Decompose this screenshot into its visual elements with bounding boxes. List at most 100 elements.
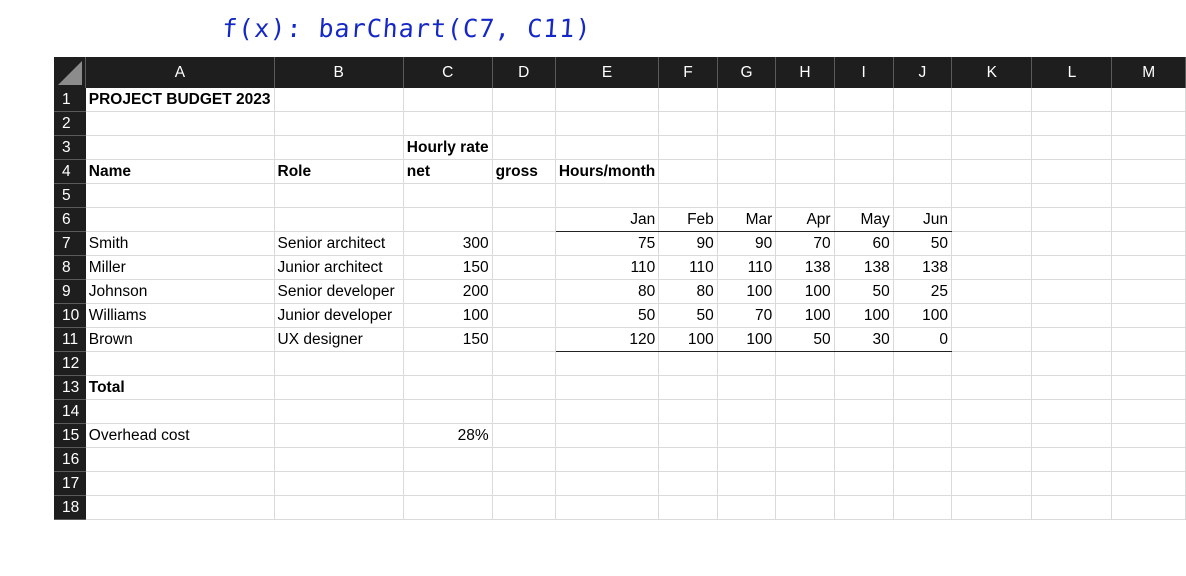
cell-h11[interactable]: 50: [775, 327, 835, 353]
cell-h2[interactable]: [775, 111, 835, 137]
cell-c9[interactable]: 200: [403, 279, 493, 305]
row-header-3[interactable]: 3: [54, 135, 86, 161]
cell-f10[interactable]: 50: [658, 303, 718, 329]
cell-b1[interactable]: [274, 88, 404, 113]
cell-a12[interactable]: [85, 351, 275, 377]
cell-m9[interactable]: [1111, 279, 1186, 305]
cell-b10[interactable]: Junior developer: [274, 303, 404, 329]
column-header-d[interactable]: D: [492, 57, 556, 88]
cell-l3[interactable]: [1031, 135, 1113, 161]
cell-j14[interactable]: [893, 399, 953, 425]
cell-d9[interactable]: [492, 279, 556, 305]
cell-a2[interactable]: [85, 111, 275, 137]
cell-h18[interactable]: [775, 495, 835, 521]
cell-g16[interactable]: [717, 447, 777, 473]
cell-m12[interactable]: [1111, 351, 1186, 377]
cell-g18[interactable]: [717, 495, 777, 521]
cell-i14[interactable]: [834, 399, 894, 425]
cell-j4[interactable]: [893, 159, 953, 185]
row-header-9[interactable]: 9: [54, 279, 86, 305]
cell-j5[interactable]: [893, 183, 953, 209]
cell-b12[interactable]: [274, 351, 404, 377]
cell-j16[interactable]: [893, 447, 953, 473]
cell-l6[interactable]: [1031, 207, 1113, 233]
cell-i5[interactable]: [834, 183, 894, 209]
cell-k13[interactable]: [951, 375, 1033, 401]
cell-f7[interactable]: 90: [658, 231, 718, 257]
cell-b9[interactable]: Senior developer: [274, 279, 404, 305]
cell-j18[interactable]: [893, 495, 953, 521]
cell-c16[interactable]: [403, 447, 493, 473]
cell-e7[interactable]: 75: [555, 231, 660, 257]
cell-a3[interactable]: [85, 135, 275, 161]
cell-d5[interactable]: [492, 183, 556, 209]
cell-i10[interactable]: 100: [834, 303, 894, 329]
cell-j8[interactable]: 138: [893, 255, 953, 281]
cell-k15[interactable]: [951, 423, 1033, 449]
cell-d3[interactable]: [492, 135, 556, 161]
cell-f4[interactable]: [658, 159, 718, 185]
cell-e15[interactable]: [555, 423, 660, 449]
cell-b3[interactable]: [274, 135, 404, 161]
row-header-12[interactable]: 12: [54, 351, 86, 377]
cell-k11[interactable]: [951, 327, 1033, 353]
cell-d2[interactable]: [492, 111, 556, 137]
column-header-h[interactable]: H: [775, 57, 835, 88]
row-header-8[interactable]: 8: [54, 255, 86, 281]
cell-k18[interactable]: [951, 495, 1033, 521]
row-header-17[interactable]: 17: [54, 471, 86, 497]
cell-e4[interactable]: Hours/month: [555, 159, 660, 185]
cell-h8[interactable]: 138: [775, 255, 835, 281]
cell-c13[interactable]: [403, 375, 493, 401]
cell-a8[interactable]: Miller: [85, 255, 275, 281]
cell-m4[interactable]: [1111, 159, 1186, 185]
cell-a16[interactable]: [85, 447, 275, 473]
cell-k6[interactable]: [951, 207, 1033, 233]
column-header-b[interactable]: B: [274, 57, 404, 88]
cell-a15[interactable]: Overhead cost: [85, 423, 275, 449]
cell-b2[interactable]: [274, 111, 404, 137]
cell-j3[interactable]: [893, 135, 953, 161]
column-header-m[interactable]: M: [1111, 57, 1186, 88]
cell-i4[interactable]: [834, 159, 894, 185]
cell-b5[interactable]: [274, 183, 404, 209]
cell-c14[interactable]: [403, 399, 493, 425]
cell-g11[interactable]: 100: [717, 327, 777, 353]
cell-c5[interactable]: [403, 183, 493, 209]
cell-i13[interactable]: [834, 375, 894, 401]
select-all-corner[interactable]: [54, 57, 87, 88]
cell-i16[interactable]: [834, 447, 894, 473]
cell-g14[interactable]: [717, 399, 777, 425]
cell-d10[interactable]: [492, 303, 556, 329]
cell-l2[interactable]: [1031, 111, 1113, 137]
row-header-2[interactable]: 2: [54, 111, 86, 137]
cell-i18[interactable]: [834, 495, 894, 521]
cell-a18[interactable]: [85, 495, 275, 521]
column-header-j[interactable]: J: [893, 57, 953, 88]
cell-b13[interactable]: [274, 375, 404, 401]
cell-a10[interactable]: Williams: [85, 303, 275, 329]
cell-k1[interactable]: [951, 88, 1033, 113]
cell-l15[interactable]: [1031, 423, 1113, 449]
cell-e5[interactable]: [555, 183, 660, 209]
cell-k7[interactable]: [951, 231, 1033, 257]
cell-e2[interactable]: [555, 111, 660, 137]
cell-j11[interactable]: 0: [893, 327, 953, 353]
cell-k14[interactable]: [951, 399, 1033, 425]
cell-d7[interactable]: [492, 231, 556, 257]
cell-b6[interactable]: [274, 207, 404, 233]
column-header-c[interactable]: C: [403, 57, 493, 88]
cell-b18[interactable]: [274, 495, 404, 521]
cell-c12[interactable]: [403, 351, 493, 377]
cell-a7[interactable]: Smith: [85, 231, 275, 257]
cell-c18[interactable]: [403, 495, 493, 521]
cell-i11[interactable]: 30: [834, 327, 894, 353]
cell-c3[interactable]: Hourly rate: [403, 135, 493, 161]
cell-m8[interactable]: [1111, 255, 1186, 281]
column-header-i[interactable]: I: [834, 57, 894, 88]
cell-f3[interactable]: [658, 135, 718, 161]
cell-m2[interactable]: [1111, 111, 1186, 137]
cell-m16[interactable]: [1111, 447, 1186, 473]
cell-m7[interactable]: [1111, 231, 1186, 257]
cell-a13[interactable]: Total: [85, 375, 275, 401]
